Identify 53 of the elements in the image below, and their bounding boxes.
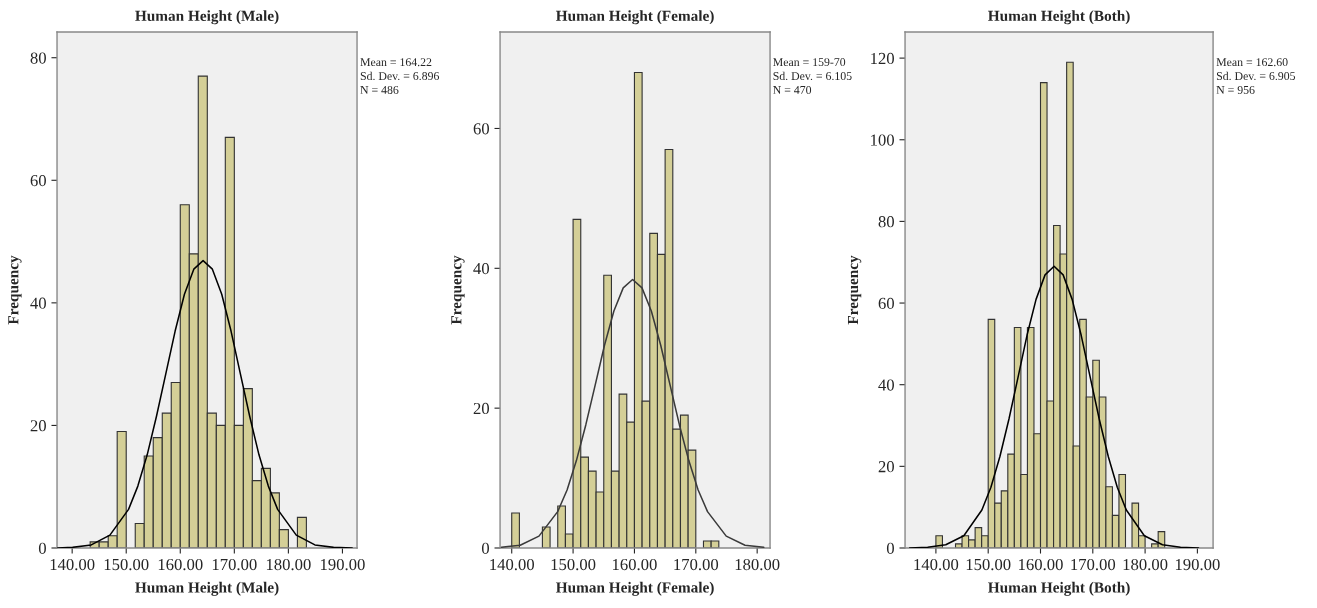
text: Sd. Dev. = 6.905 (1216, 71, 1296, 81)
line-series (908, 265, 1200, 548)
x-tick-label: 170.00 (1071, 558, 1116, 571)
x-tick-label: 180.00 (266, 558, 311, 571)
x-axis-title: Human Height (Male) (135, 581, 279, 596)
y-tick-label: 60 (878, 297, 894, 309)
x-tick-label: 140.00 (50, 558, 95, 571)
x-tick-label: 170.00 (674, 558, 719, 571)
text: Mean = 159-70 (773, 58, 846, 67)
y-tick-label: 20 (473, 402, 490, 415)
y-axis-title: Frequency (8, 255, 22, 325)
text: N = 956 (1216, 86, 1255, 94)
x-tick-label: 140.00 (914, 558, 959, 571)
x-tick-label: 170.00 (212, 558, 257, 571)
y-tick-label: 100 (871, 134, 894, 146)
x-tick-label: 190.00 (1175, 558, 1220, 571)
y-tick-label: 0 (38, 542, 46, 554)
y-tick-label: 40 (473, 263, 490, 275)
line-series (57, 259, 353, 548)
x-tick-label: 180.00 (1123, 558, 1168, 571)
text: N = 470 (773, 85, 812, 94)
x-tick-label: 150.00 (551, 558, 596, 571)
x-tick-label: 160.00 (1019, 558, 1063, 571)
y-axis-title: Frequency (451, 255, 465, 325)
x-tick-label: 150.00 (104, 558, 149, 571)
y-tick-label: 80 (30, 52, 46, 64)
text: Sd. Dev. = 6.896 (360, 71, 440, 81)
y-tick-label: 40 (878, 379, 894, 391)
y-tick-label: 60 (30, 174, 46, 187)
y-tick-label: 120 (871, 52, 894, 65)
text: Sd. Dev. = 6.105 (773, 71, 852, 81)
x-axis-title: Human Height (Female) (555, 581, 714, 596)
y-axis-title: Frequency (847, 255, 862, 325)
text: Mean = 164.22 (360, 58, 432, 67)
y-tick-label: 80 (878, 216, 894, 228)
x-tick-label: 140.00 (490, 558, 534, 571)
x-tick-label: 160.00 (612, 558, 657, 571)
chart-title: Human Height (Female) (555, 10, 714, 25)
x-tick-label: 190.00 (320, 558, 365, 571)
x-tick-label: 160.00 (158, 558, 203, 571)
text: Mean = 162.60 (1216, 58, 1288, 67)
text: N = 486 (360, 85, 399, 94)
y-tick-label: 20 (878, 461, 894, 473)
x-tick-label: 180.00 (735, 558, 780, 571)
x-axis-title: Human Height (Both) (988, 581, 1130, 596)
x-tick-label: 150.00 (966, 558, 1011, 571)
chart-title: Human Height (Male) (135, 10, 279, 25)
y-tick-label: 0 (886, 542, 894, 554)
y-tick-label: 40 (30, 297, 46, 309)
y-tick-label: 0 (481, 542, 490, 554)
y-tick-label: 60 (473, 123, 490, 135)
chart-title: Human Height (Both) (988, 10, 1130, 25)
y-tick-label: 20 (30, 420, 46, 432)
